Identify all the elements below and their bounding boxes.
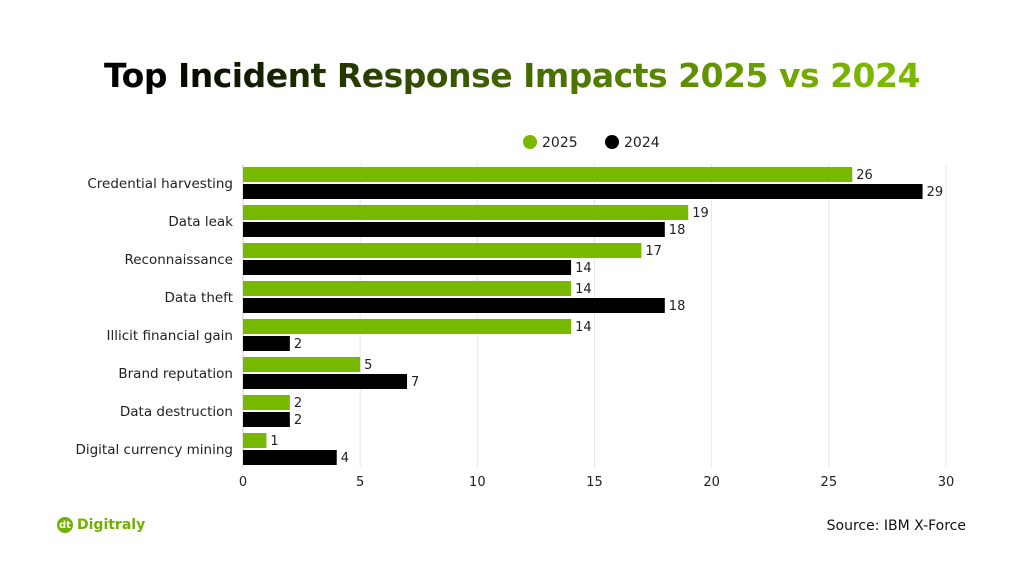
data-label: 18 xyxy=(669,223,686,238)
chart-title: Top Incident Response Impacts 2025 vs 20… xyxy=(0,56,1024,95)
data-label: 14 xyxy=(575,320,592,335)
x-tick-label: 10 xyxy=(469,475,486,490)
bar-2025 xyxy=(243,357,361,372)
bar-2025 xyxy=(243,433,267,448)
data-label: 26 xyxy=(856,168,873,183)
bar-2024 xyxy=(243,374,408,389)
data-label: 18 xyxy=(669,299,686,314)
data-label: 5 xyxy=(364,358,372,373)
x-tick-label: 25 xyxy=(821,475,838,490)
data-label: 17 xyxy=(645,244,662,259)
bar-2024 xyxy=(243,412,290,427)
bar-2024 xyxy=(243,450,337,465)
data-label: 7 xyxy=(411,375,419,390)
category-label: Brand reputation xyxy=(118,366,233,382)
legend-marker xyxy=(605,135,619,149)
brand-name: Digitraly xyxy=(77,517,146,533)
bar-2025 xyxy=(243,281,572,296)
category-label: Data destruction xyxy=(120,404,233,420)
legend-marker xyxy=(523,135,537,149)
category-label: Credential harvesting xyxy=(87,176,233,192)
category-label: Data leak xyxy=(168,214,233,230)
source-note: Source: IBM X-Force xyxy=(826,518,966,534)
bar-2025 xyxy=(243,243,642,258)
x-tick-label: 0 xyxy=(239,475,247,490)
bar-2024 xyxy=(243,184,923,199)
bar-2024 xyxy=(243,336,290,351)
x-tick-label: 20 xyxy=(703,475,720,490)
x-tick-label: 5 xyxy=(356,475,364,490)
data-label: 14 xyxy=(575,261,592,276)
data-label: 19 xyxy=(692,206,709,221)
data-label: 4 xyxy=(341,451,349,466)
category-label: Data theft xyxy=(165,290,234,306)
category-label: Digital currency mining xyxy=(75,442,233,458)
data-label: 2 xyxy=(294,413,302,428)
bar-2024 xyxy=(243,298,665,313)
category-label: Illicit financial gain xyxy=(106,328,233,344)
bar-2025 xyxy=(243,319,572,334)
data-label: 29 xyxy=(927,185,944,200)
bar-2025 xyxy=(243,395,290,410)
data-label: 2 xyxy=(294,337,302,352)
brand-logo: dt Digitraly xyxy=(57,517,145,533)
x-tick-label: 30 xyxy=(938,475,955,490)
bar-2024 xyxy=(243,260,572,275)
bar-2025 xyxy=(243,167,853,182)
logo-icon: dt xyxy=(57,517,73,533)
data-label: 14 xyxy=(575,282,592,297)
category-label: Reconnaissance xyxy=(124,252,233,268)
legend-label: 2024 xyxy=(624,135,660,151)
data-label: 2 xyxy=(294,396,302,411)
bar-2025 xyxy=(243,205,689,220)
x-tick-label: 15 xyxy=(586,475,603,490)
data-label: 1 xyxy=(270,434,278,449)
bar-2024 xyxy=(243,222,665,237)
legend-label: 2025 xyxy=(542,135,578,151)
